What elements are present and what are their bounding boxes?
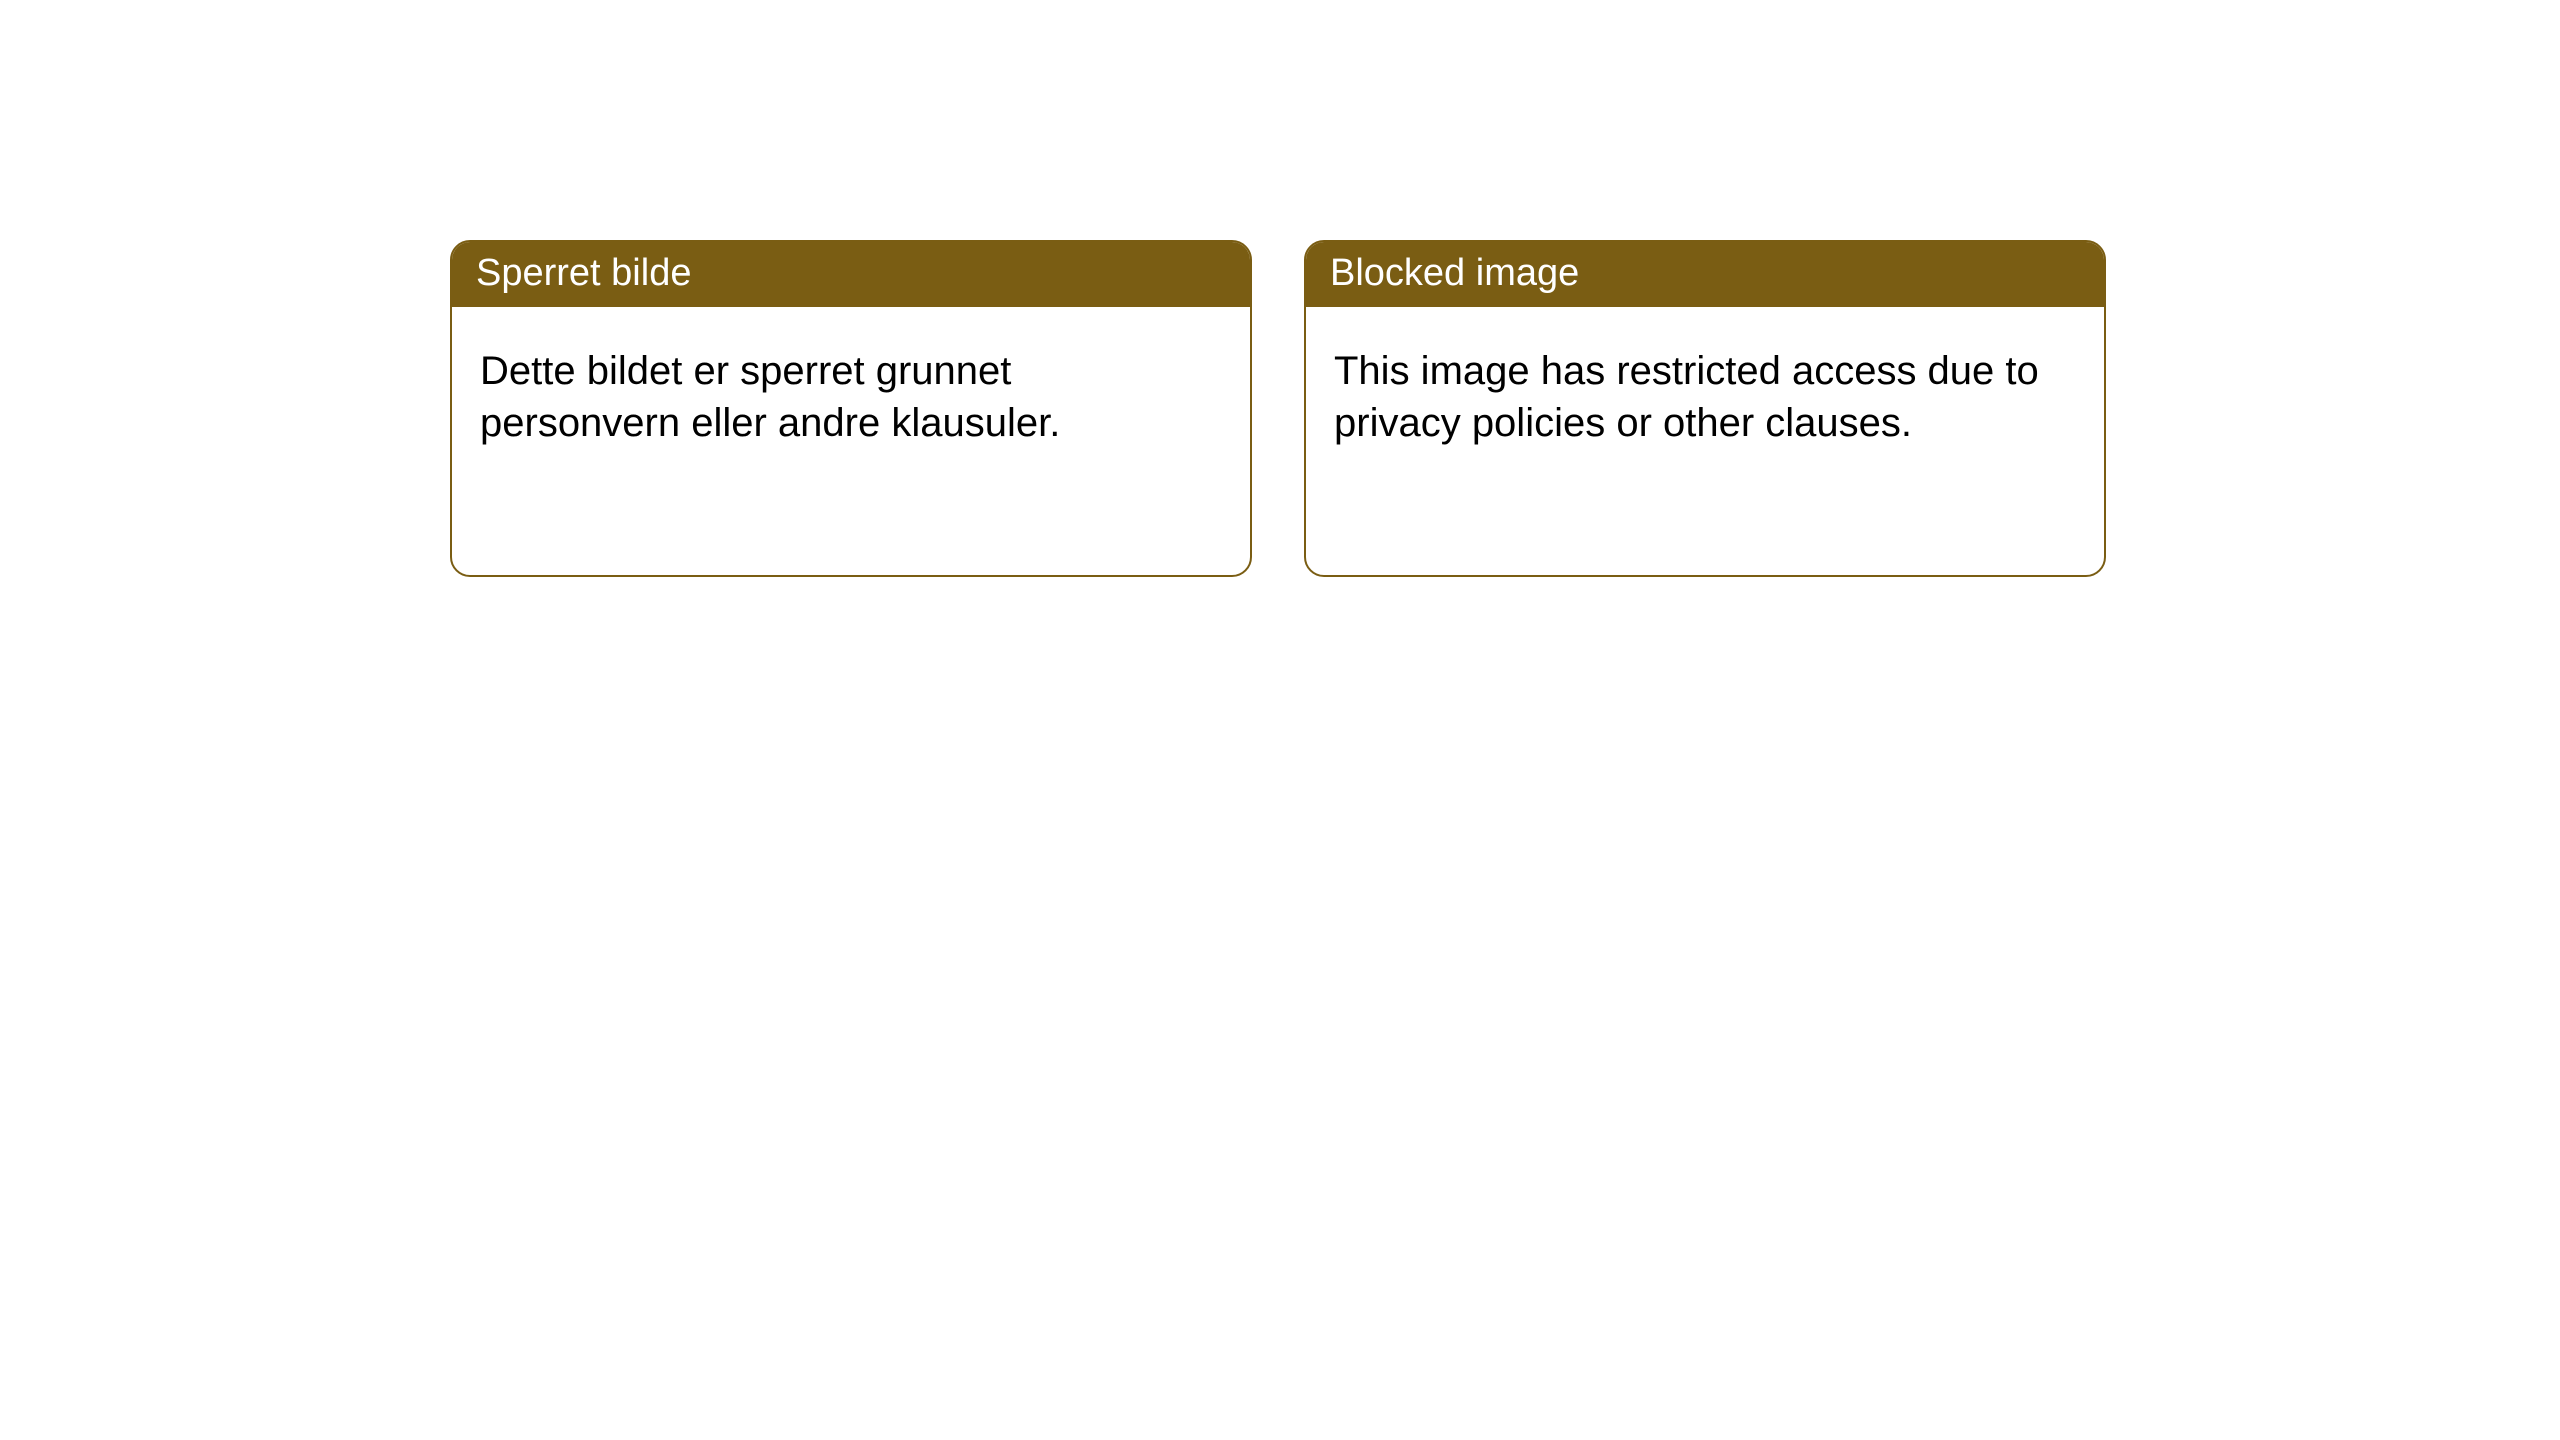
notice-card-english: Blocked image This image has restricted …	[1304, 240, 2106, 577]
card-title: Sperret bilde	[476, 252, 691, 294]
card-header: Sperret bilde	[452, 242, 1250, 307]
card-header: Blocked image	[1306, 242, 2104, 307]
card-body-text: This image has restricted access due to …	[1334, 349, 2039, 445]
notice-container: Sperret bilde Dette bildet er sperret gr…	[0, 0, 2560, 577]
notice-card-norwegian: Sperret bilde Dette bildet er sperret gr…	[450, 240, 1252, 577]
card-body: This image has restricted access due to …	[1306, 307, 2104, 575]
card-body: Dette bildet er sperret grunnet personve…	[452, 307, 1250, 575]
card-title: Blocked image	[1330, 252, 1579, 294]
card-body-text: Dette bildet er sperret grunnet personve…	[480, 349, 1060, 445]
